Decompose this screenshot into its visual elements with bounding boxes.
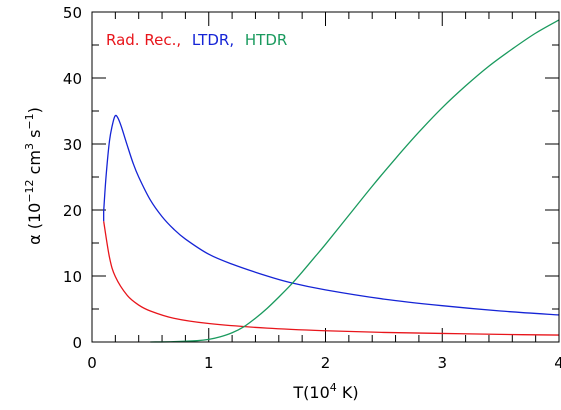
x-tick-label: 2 (321, 354, 331, 372)
x-tick-label: 0 (87, 354, 97, 372)
y-tick-label: 10 (63, 268, 82, 286)
y-tick-label: 0 (72, 334, 82, 352)
y-tick-label: 50 (63, 4, 82, 22)
y-axis-label-mid2: s (25, 130, 44, 143)
x-axis-label-rest: K) (337, 383, 359, 402)
x-axis-label-sup: 4 (330, 381, 337, 394)
series-line-rad-rec (103, 221, 560, 336)
plot-frame (91, 11, 560, 343)
x-axis-label-base: T(10 (292, 383, 329, 402)
y-axis-label: α (10−12 cm3 s−1) (23, 107, 44, 245)
x-tick-label: 4 (554, 354, 561, 372)
legend-entry-rad-rec: Rad. Rec., (106, 31, 181, 49)
y-tick-label: 20 (63, 202, 82, 220)
y-tick-label: 40 (63, 70, 82, 88)
y-axis-label-sup1: −12 (23, 179, 36, 202)
series-line-ltdr (103, 114, 560, 316)
y-axis-label-symbol: α (10 (25, 203, 44, 245)
legend: Rad. Rec., LTDR, HTDR (106, 31, 287, 49)
x-axis-label: T(104 K) (292, 381, 358, 402)
x-tick-label: 1 (204, 354, 214, 372)
y-axis-label-sup3: −1 (23, 113, 36, 129)
series-layer (103, 19, 560, 343)
y-tick-label: 30 (63, 136, 82, 154)
axis-ticks (91, 11, 560, 343)
y-axis-label-end: ) (25, 107, 44, 113)
y-axis-label-mid: cm (25, 150, 44, 179)
y-axis-label-sup2: 3 (23, 143, 36, 150)
legend-entry-ltdr: LTDR, (192, 31, 234, 49)
x-tick-label: 3 (437, 354, 447, 372)
series-line-htdr (150, 19, 560, 343)
legend-entry-htdr: HTDR (245, 31, 287, 49)
